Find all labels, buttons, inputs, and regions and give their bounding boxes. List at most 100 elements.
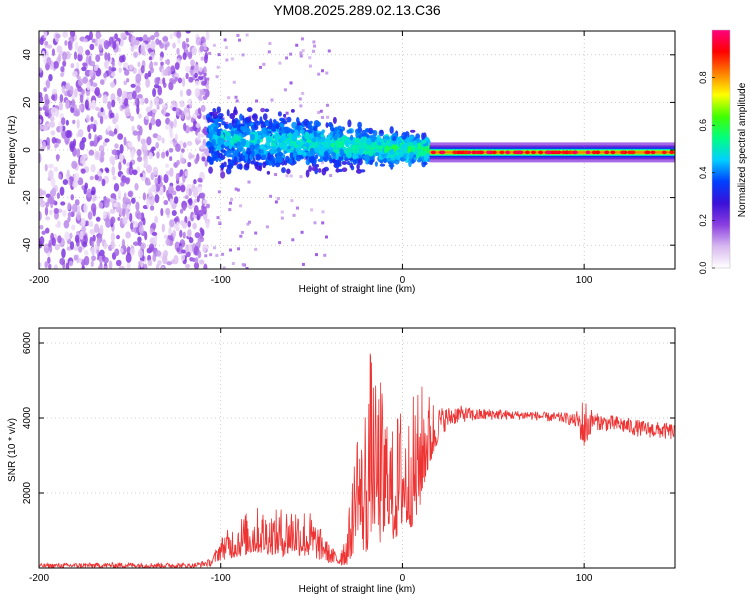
heatmap-cell — [188, 204, 193, 210]
heatmap-cell — [134, 39, 140, 46]
heatmap-cell — [108, 260, 113, 269]
heatmap-cell — [255, 134, 259, 141]
heatmap-cell — [45, 216, 51, 221]
heatmap-cell — [362, 155, 369, 159]
heatmap-cell — [102, 141, 107, 147]
heatmap-cell — [169, 33, 174, 40]
heatmap-cell — [110, 72, 116, 77]
heatmap-cell — [268, 42, 272, 46]
heatmap-cell — [140, 65, 145, 74]
heatmap-cell — [268, 149, 275, 154]
heatmap-cell — [143, 149, 148, 157]
heatmap-cell — [97, 175, 103, 182]
heatmap-cell — [323, 154, 329, 163]
heatmap-cell — [620, 150, 626, 155]
heatmap-cell — [629, 150, 635, 155]
heatmap-cell — [136, 94, 143, 99]
heatmap-cell — [176, 47, 180, 56]
heatmap-cell — [344, 139, 349, 147]
snr-panel: -200 -100 0 100 2000 4000 6000 Height of strai… — [7, 327, 676, 595]
heatmap-cell — [203, 263, 208, 269]
heatmap-cell — [213, 126, 219, 132]
heatmap-cell — [408, 151, 414, 159]
heatmap-cell — [44, 93, 49, 102]
heatmap-cell — [220, 134, 225, 139]
snr-x-label: Height of straight line (km) — [299, 584, 416, 595]
heatmap-cell — [108, 130, 114, 137]
heatmap-cell — [338, 141, 343, 145]
heatmap-cell — [266, 170, 271, 175]
heatmap-cell — [84, 182, 89, 190]
snr-axes: -200 -100 0 100 2000 4000 6000 — [22, 328, 675, 584]
heatmap-cell — [315, 121, 322, 127]
heatmap-cell — [163, 200, 169, 206]
heatmap-cell — [97, 170, 102, 177]
heatmap-cell — [346, 160, 351, 166]
heatmap-cell — [342, 146, 347, 152]
heatmap-cell — [340, 143, 345, 148]
heatmap-cell — [53, 264, 58, 269]
colorbar-label: Normalized spectral amplitude — [737, 82, 748, 217]
heatmap-cell — [169, 132, 174, 139]
heatmap-cell — [69, 176, 73, 186]
heatmap-cell — [64, 40, 68, 46]
heatmap-cell — [55, 33, 61, 39]
heatmap-cell — [39, 124, 44, 131]
heatmap-cell — [89, 123, 95, 129]
heatmap-cell — [417, 142, 421, 151]
heatmap-cell — [42, 124, 49, 132]
heatmap-cell — [270, 98, 274, 102]
heatmap-cell — [204, 254, 208, 258]
heatmap-cell — [187, 51, 193, 60]
heatmap-cell — [187, 161, 192, 168]
heatmap-cell — [101, 178, 106, 187]
heatmap-cell — [99, 224, 104, 235]
heatmap-cell — [194, 257, 199, 264]
heatmap-cell — [230, 57, 234, 61]
heatmap-cell — [230, 138, 234, 145]
x-tick-label: 100 — [576, 275, 593, 286]
heatmap-cell — [187, 229, 192, 238]
heatmap-cell — [280, 216, 284, 220]
heatmap-cell — [311, 137, 317, 143]
heatmap-cell — [162, 77, 166, 85]
heatmap-cell — [289, 81, 293, 85]
heatmap-cell — [229, 112, 236, 120]
heatmap-cell — [194, 87, 200, 98]
heatmap-cell — [89, 43, 95, 51]
heatmap-cell — [530, 150, 536, 155]
heatmap-cell — [197, 107, 201, 115]
heatmap-cell — [110, 81, 116, 88]
heatmap-cell — [137, 248, 144, 259]
heatmap-cell — [70, 63, 75, 69]
heatmap-cell — [155, 38, 160, 45]
heatmap-cell — [93, 65, 98, 72]
heatmap-cell — [135, 85, 141, 93]
heatmap-cell — [360, 137, 367, 142]
heatmap-cell — [74, 41, 79, 52]
heatmap-cell — [286, 145, 291, 150]
heatmap-cell — [291, 135, 297, 142]
heatmap-cell — [181, 249, 187, 254]
heatmap-cell — [363, 151, 369, 155]
heatmap-cell — [190, 59, 195, 67]
heatmap-cell — [174, 76, 179, 82]
heatmap-cell — [517, 150, 523, 155]
heatmap-cell — [51, 88, 58, 95]
heatmap-cell — [407, 145, 412, 153]
heatmap-cell — [200, 133, 205, 138]
heatmap-cell — [104, 60, 109, 69]
heatmap-cell — [315, 141, 319, 147]
heatmap-cell — [422, 161, 428, 166]
heatmap-cell — [223, 38, 227, 42]
heatmap-cell — [120, 181, 125, 187]
snr-series — [39, 353, 675, 568]
heatmap-cell — [255, 143, 259, 148]
heatmap-cell — [100, 107, 104, 113]
heatmap-cell — [155, 250, 162, 257]
heatmap-cell — [567, 150, 573, 155]
heatmap-cell — [46, 57, 52, 66]
heatmap-cell — [262, 161, 267, 169]
heatmap-cell — [304, 132, 310, 140]
heatmap-cell — [77, 128, 84, 138]
